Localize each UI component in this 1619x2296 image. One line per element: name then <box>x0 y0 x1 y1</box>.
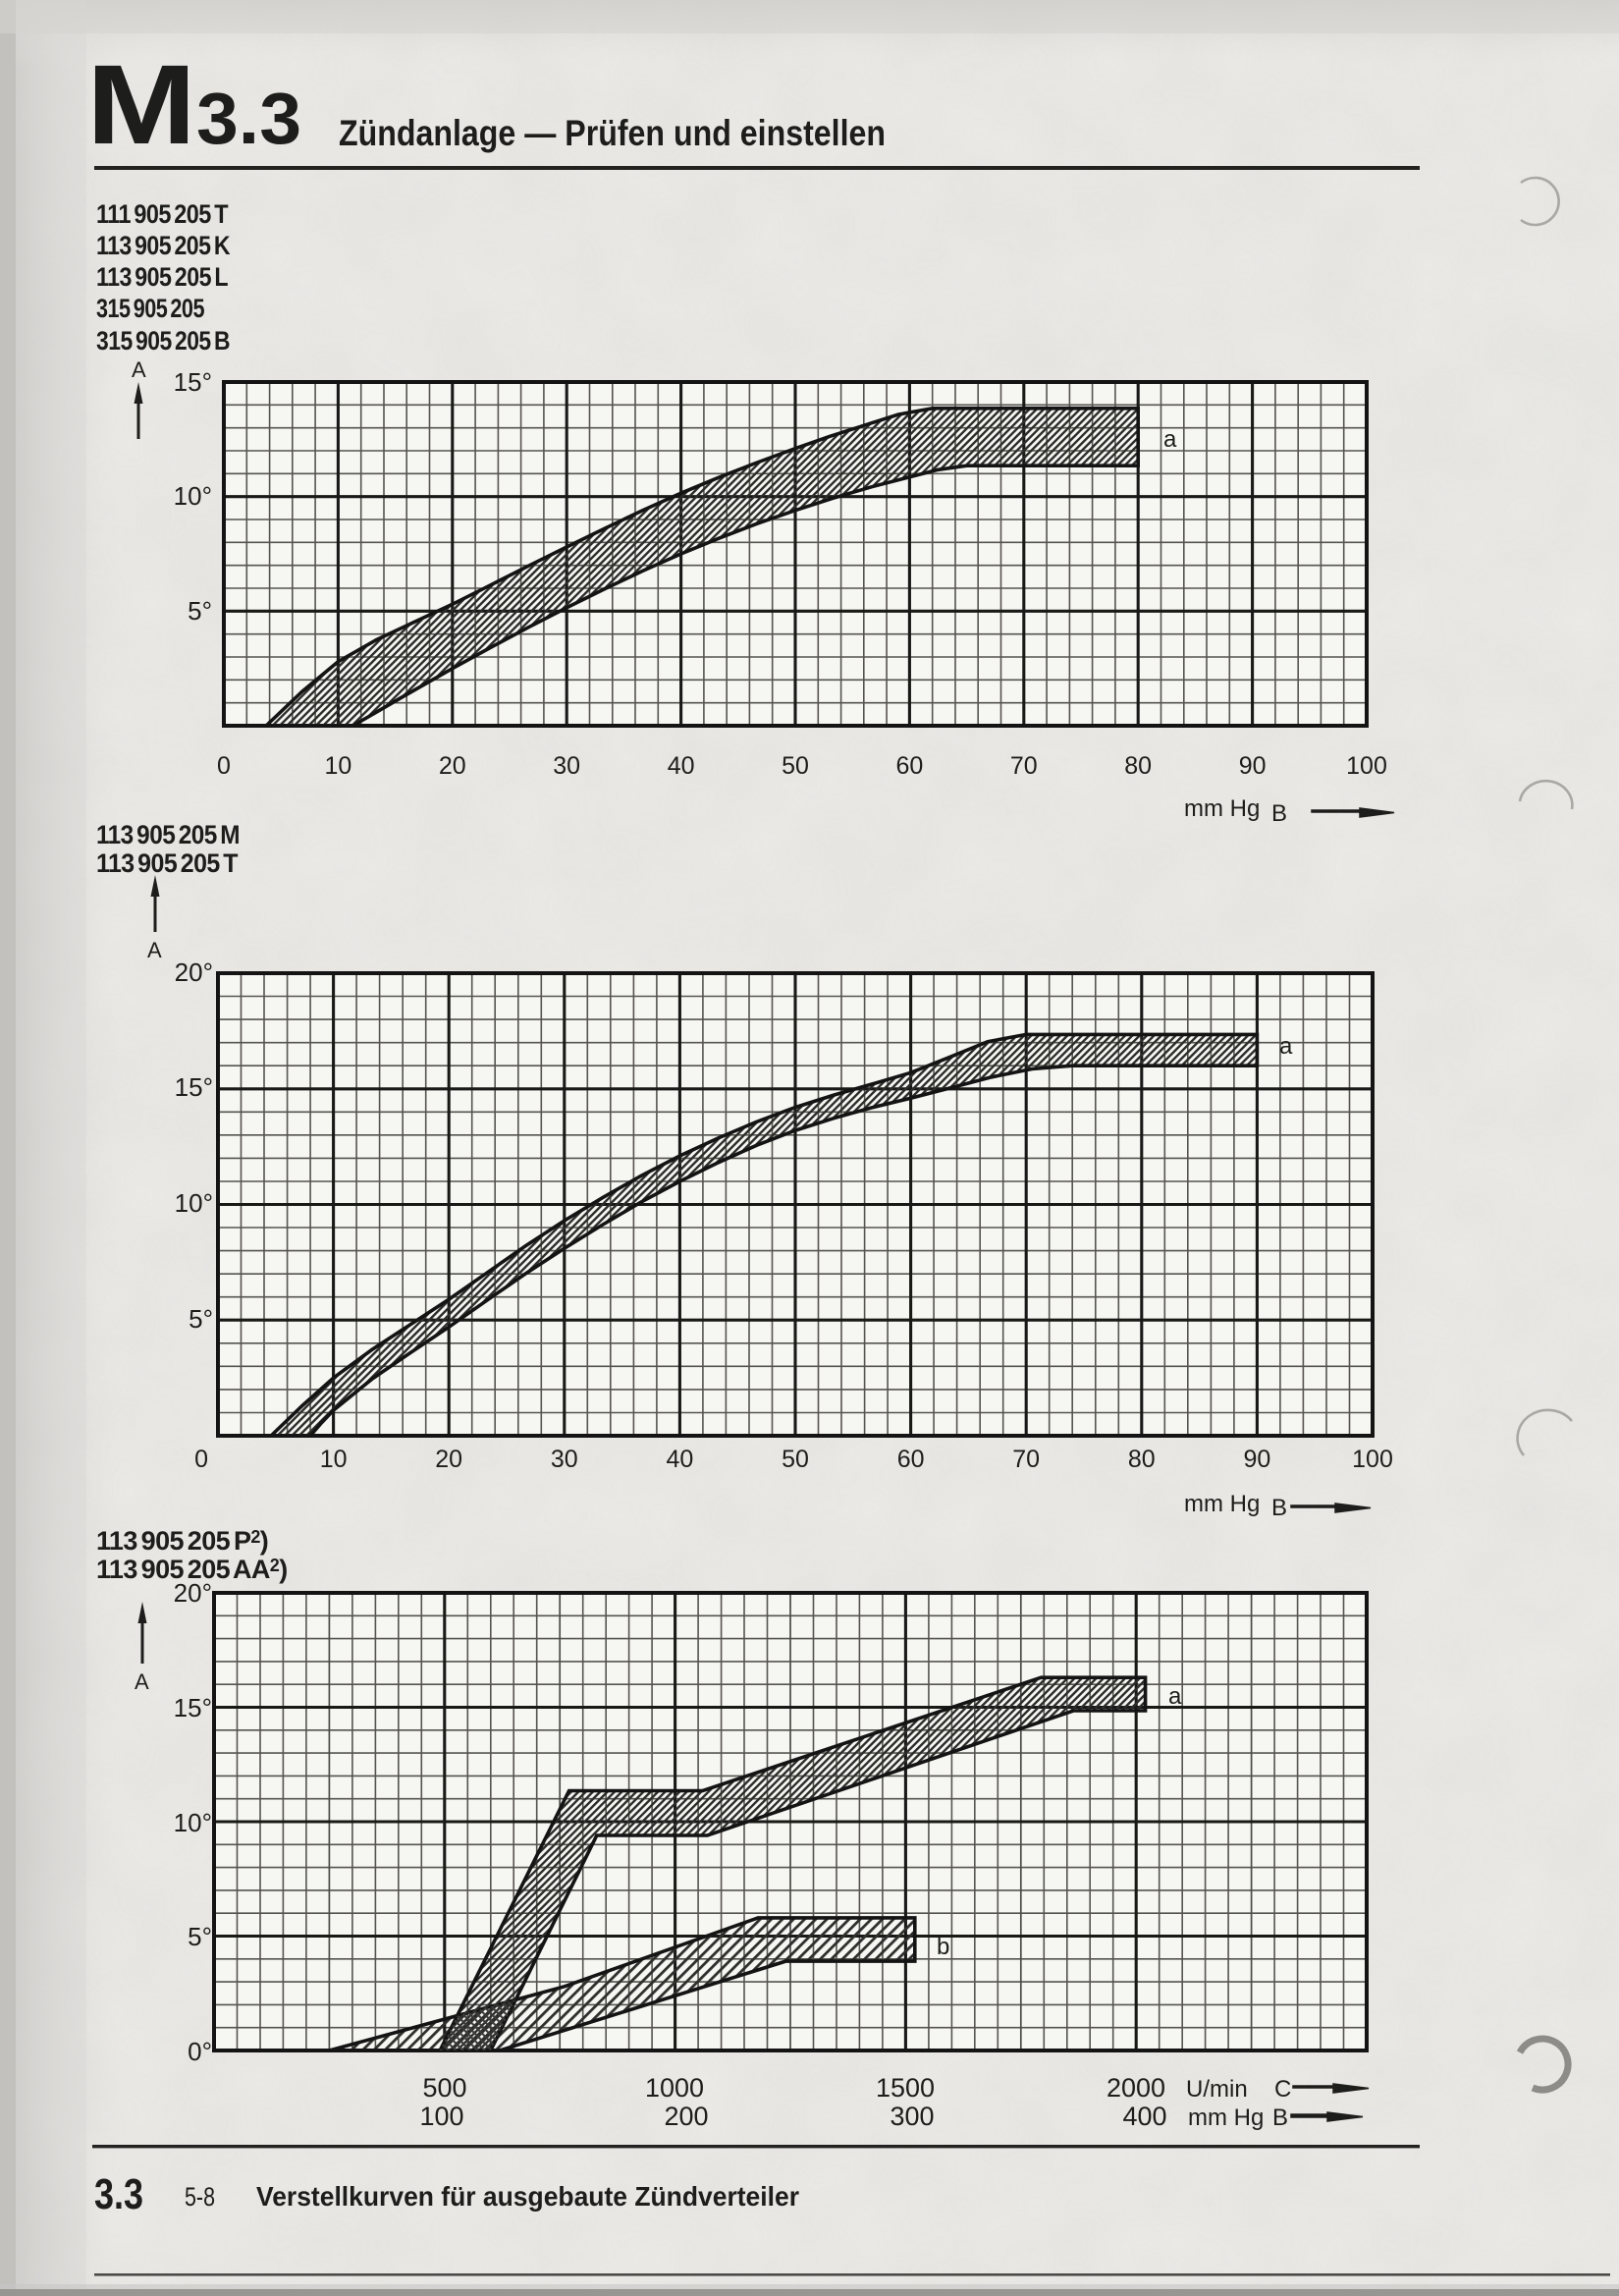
svg-text:1500: 1500 <box>876 2073 935 2103</box>
svg-text:100: 100 <box>419 2102 463 2131</box>
svg-text:113 905 205 M: 113 905 205 M <box>96 820 240 849</box>
svg-text:80: 80 <box>1128 1446 1156 1473</box>
svg-text:10°: 10° <box>174 1808 212 1837</box>
svg-text:113 905 205 P2): 113 905 205 P2) <box>96 1526 268 1556</box>
svg-text:B: B <box>1272 2105 1288 2131</box>
svg-text:A: A <box>135 1669 149 1694</box>
svg-text:5°: 5° <box>188 596 212 626</box>
svg-text:Zündanlage — Prüfen und einste: Zündanlage — Prüfen und einstellen <box>339 113 886 153</box>
svg-text:a: a <box>1163 426 1177 453</box>
svg-text:C: C <box>1274 2076 1291 2103</box>
svg-text:2000: 2000 <box>1106 2073 1165 2103</box>
svg-text:A: A <box>132 357 146 382</box>
svg-text:20°: 20° <box>175 957 213 987</box>
svg-text:10°: 10° <box>175 1188 213 1218</box>
svg-text:50: 50 <box>782 752 809 780</box>
svg-text:20: 20 <box>435 1446 462 1473</box>
svg-text:400: 400 <box>1122 2102 1166 2131</box>
svg-text:A: A <box>147 938 162 962</box>
svg-text:500: 500 <box>422 2073 466 2103</box>
svg-text:B: B <box>1271 1495 1287 1521</box>
svg-text:mm Hg: mm Hg <box>1188 2105 1264 2131</box>
svg-text:0: 0 <box>194 1446 208 1473</box>
svg-text:113 905 205 K: 113 905 205 K <box>96 231 231 260</box>
svg-text:10°: 10° <box>174 481 212 511</box>
svg-text:3.3: 3.3 <box>94 2170 143 2218</box>
svg-text:0°: 0° <box>188 2037 212 2066</box>
svg-text:100: 100 <box>1352 1446 1393 1473</box>
svg-text:5°: 5° <box>188 1922 212 1951</box>
svg-text:113 905 205 L: 113 905 205 L <box>96 262 228 292</box>
svg-text:15°: 15° <box>175 1072 213 1102</box>
svg-text:M: M <box>86 42 196 168</box>
svg-text:Verstellkurven für ausgebaute: Verstellkurven für ausgebaute Zündvertei… <box>256 2181 799 2212</box>
svg-text:111 905 205 T: 111 905 205 T <box>96 199 229 229</box>
svg-text:b: b <box>937 1934 949 1960</box>
svg-text:5°: 5° <box>189 1304 213 1334</box>
svg-text:20°: 20° <box>174 1578 212 1608</box>
svg-text:113 905 205 AA2): 113 905 205 AA2) <box>96 1555 288 1584</box>
svg-text:30: 30 <box>551 1446 578 1473</box>
svg-text:60: 60 <box>895 752 923 780</box>
svg-text:200: 200 <box>664 2102 708 2131</box>
svg-text:300: 300 <box>890 2102 934 2131</box>
svg-text:10: 10 <box>320 1446 348 1473</box>
svg-text:113 905 205 T: 113 905 205 T <box>96 848 239 878</box>
svg-text:a: a <box>1279 1033 1293 1060</box>
svg-text:40: 40 <box>668 752 695 780</box>
svg-text:40: 40 <box>666 1446 693 1473</box>
svg-text:15°: 15° <box>174 367 212 397</box>
svg-text:100: 100 <box>1346 752 1387 780</box>
svg-text:30: 30 <box>553 752 580 780</box>
svg-text:70: 70 <box>1010 752 1038 780</box>
svg-text:50: 50 <box>782 1446 809 1473</box>
svg-text:5-8: 5-8 <box>185 2182 215 2212</box>
svg-text:3.3: 3.3 <box>196 78 301 159</box>
svg-text:315 905 205: 315 905 205 <box>96 294 204 323</box>
svg-text:1000: 1000 <box>645 2073 704 2103</box>
svg-text:mm Hg: mm Hg <box>1184 795 1260 822</box>
svg-text:80: 80 <box>1124 752 1152 780</box>
svg-text:0: 0 <box>217 752 231 780</box>
svg-text:70: 70 <box>1012 1446 1040 1473</box>
svg-text:20: 20 <box>439 752 466 780</box>
svg-text:mm Hg: mm Hg <box>1184 1491 1260 1517</box>
svg-text:15°: 15° <box>174 1693 212 1722</box>
svg-text:315 905 205 B: 315 905 205 B <box>96 326 230 355</box>
svg-text:B: B <box>1271 800 1287 827</box>
svg-text:60: 60 <box>897 1446 925 1473</box>
svg-text:10: 10 <box>324 752 351 780</box>
svg-text:90: 90 <box>1243 1446 1270 1473</box>
svg-text:U/min: U/min <box>1186 2076 1248 2103</box>
svg-text:90: 90 <box>1239 752 1267 780</box>
svg-text:a: a <box>1168 1683 1182 1710</box>
